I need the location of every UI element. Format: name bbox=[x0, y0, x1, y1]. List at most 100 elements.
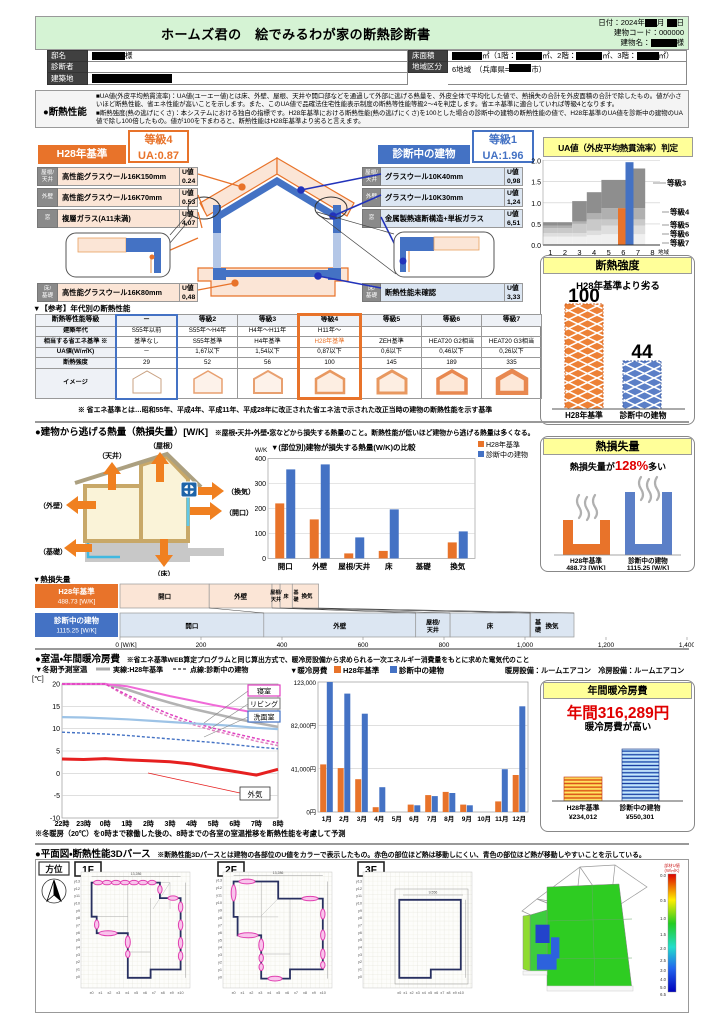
svg-text:x9: x9 bbox=[170, 991, 174, 995]
svg-text:y12: y12 bbox=[356, 887, 362, 891]
svg-text:1,200: 1,200 bbox=[598, 642, 615, 649]
svg-text:地域: 地域 bbox=[658, 248, 670, 256]
svg-text:0時: 0時 bbox=[100, 819, 111, 828]
svg-text:x3: x3 bbox=[258, 991, 262, 995]
svg-text:5: 5 bbox=[56, 749, 60, 756]
svg-text:3月: 3月 bbox=[357, 815, 367, 823]
svg-text:y13: y13 bbox=[356, 880, 362, 884]
svg-text:y9: y9 bbox=[358, 909, 362, 913]
svg-text:x3: x3 bbox=[116, 991, 120, 995]
svg-text:外気: 外気 bbox=[248, 789, 263, 799]
svg-text:y10: y10 bbox=[356, 902, 362, 906]
svg-text:¥550,301: ¥550,301 bbox=[626, 814, 655, 821]
svg-text:y11: y11 bbox=[74, 894, 80, 898]
svg-text:天井: 天井 bbox=[427, 626, 439, 634]
svg-text:x3: x3 bbox=[416, 991, 420, 995]
svg-text:方位: 方位 bbox=[45, 864, 63, 874]
svg-text:診断中の建物: 診断中の建物 bbox=[486, 450, 528, 459]
svg-text:0.5: 0.5 bbox=[660, 898, 666, 903]
svg-text:▼(部位別)建物が損失する熱量(W/K)の比較: ▼(部位別)建物が損失する熱量(W/K)の比較 bbox=[271, 442, 416, 452]
svg-text:洗面室: 洗面室 bbox=[254, 713, 275, 722]
svg-text:y13: y13 bbox=[216, 879, 222, 883]
svg-text:礎: 礎 bbox=[534, 626, 542, 634]
svg-text:y2: y2 bbox=[358, 960, 362, 964]
svg-text:診断中の建物: 診断中の建物 bbox=[399, 665, 444, 675]
svg-text:等級6: 等級6 bbox=[670, 229, 689, 239]
svg-text:3.0: 3.0 bbox=[660, 968, 666, 973]
svg-text:11月: 11月 bbox=[495, 815, 508, 823]
svg-text:x4: x4 bbox=[422, 991, 426, 995]
svg-text:x4: x4 bbox=[267, 991, 271, 995]
svg-text:3F: 3F bbox=[365, 865, 377, 876]
svg-text:y6: y6 bbox=[218, 931, 222, 935]
svg-text:10月: 10月 bbox=[477, 815, 491, 823]
svg-text:診断中の建物: 診断中の建物 bbox=[620, 803, 661, 812]
svg-text:2時: 2時 bbox=[143, 819, 154, 828]
svg-text:2月: 2月 bbox=[339, 815, 349, 823]
svg-text:（屋根）: （屋根） bbox=[149, 441, 177, 450]
svg-text:x5: x5 bbox=[276, 991, 280, 995]
svg-text:基: 基 bbox=[292, 589, 299, 596]
svg-text:y9: y9 bbox=[76, 909, 80, 913]
svg-text:開口: 開口 bbox=[158, 592, 171, 601]
svg-text:x6: x6 bbox=[285, 991, 289, 995]
svg-text:y7: y7 bbox=[218, 923, 222, 927]
svg-text:200: 200 bbox=[196, 642, 207, 649]
svg-text:x1: x1 bbox=[240, 991, 244, 995]
svg-text:診断中の建物: 診断中の建物 bbox=[628, 556, 668, 565]
svg-text:x0: x0 bbox=[90, 991, 94, 995]
svg-text:400: 400 bbox=[255, 456, 266, 463]
svg-text:¥234,012: ¥234,012 bbox=[569, 814, 598, 821]
svg-text:y11: y11 bbox=[216, 893, 222, 897]
svg-text:7月: 7月 bbox=[427, 815, 437, 823]
svg-text:y0: y0 bbox=[76, 975, 80, 979]
svg-text:x0: x0 bbox=[397, 991, 401, 995]
svg-text:x1: x1 bbox=[98, 991, 102, 995]
svg-text:6.5: 6.5 bbox=[660, 992, 666, 997]
svg-text:換気: 換気 bbox=[301, 592, 313, 600]
svg-text:0.5: 0.5 bbox=[531, 222, 541, 229]
svg-text:4月: 4月 bbox=[374, 815, 384, 823]
svg-text:2.0: 2.0 bbox=[660, 946, 666, 951]
svg-text:等級5: 等級5 bbox=[670, 220, 689, 230]
svg-text:屋根/天井: 屋根/天井 bbox=[338, 561, 371, 571]
svg-text:6時: 6時 bbox=[229, 819, 240, 828]
svg-text:7時: 7時 bbox=[251, 819, 262, 828]
svg-text:y8: y8 bbox=[76, 916, 80, 920]
svg-text:x7: x7 bbox=[152, 991, 156, 995]
svg-text:1,400: 1,400 bbox=[679, 642, 694, 649]
svg-text:x2: x2 bbox=[107, 991, 111, 995]
svg-text:（外壁）: （外壁） bbox=[39, 501, 67, 510]
svg-text:1.0: 1.0 bbox=[660, 916, 666, 921]
svg-text:1,000: 1,000 bbox=[517, 642, 534, 649]
svg-text:屋根/: 屋根/ bbox=[270, 589, 282, 596]
svg-text:等級3: 等級3 bbox=[667, 178, 686, 188]
svg-text:H28年基準: H28年基準 bbox=[570, 556, 602, 565]
svg-text:診断中の建物: 診断中の建物 bbox=[620, 410, 667, 420]
svg-text:y0: y0 bbox=[358, 975, 362, 979]
svg-text:y7: y7 bbox=[76, 924, 80, 928]
svg-text:部材U値: 部材U値 bbox=[664, 862, 680, 869]
svg-text:x7: x7 bbox=[294, 991, 298, 995]
svg-text:▼冬期予測室温: ▼冬期予測室温 bbox=[35, 664, 88, 674]
svg-text:診断中の建物: 診断中の建物 bbox=[54, 615, 99, 625]
svg-text:x5: x5 bbox=[134, 991, 138, 995]
svg-text:y4: y4 bbox=[218, 946, 222, 950]
svg-text:等級7: 等級7 bbox=[670, 238, 689, 248]
svg-text:0円: 0円 bbox=[306, 810, 316, 817]
svg-text:41,000円: 41,000円 bbox=[291, 767, 316, 774]
svg-text:8月: 8月 bbox=[444, 815, 454, 823]
svg-text:5月: 5月 bbox=[392, 815, 402, 823]
svg-text:13,286: 13,286 bbox=[131, 872, 142, 876]
svg-text:（開口）: （開口） bbox=[225, 508, 253, 517]
svg-text:x7: x7 bbox=[440, 991, 444, 995]
svg-text:0.0: 0.0 bbox=[531, 243, 541, 250]
svg-text:基礎: 基礎 bbox=[415, 561, 431, 571]
svg-text:（基礎）: （基礎） bbox=[39, 547, 67, 556]
svg-text:123,000: 123,000 bbox=[294, 680, 317, 687]
svg-text:外壁: 外壁 bbox=[311, 561, 327, 571]
svg-text:床: 床 bbox=[385, 561, 393, 571]
svg-text:実線:H28年基準: 実線:H28年基準 bbox=[113, 665, 163, 674]
svg-text:1.5: 1.5 bbox=[660, 932, 666, 937]
svg-text:3: 3 bbox=[577, 248, 581, 257]
